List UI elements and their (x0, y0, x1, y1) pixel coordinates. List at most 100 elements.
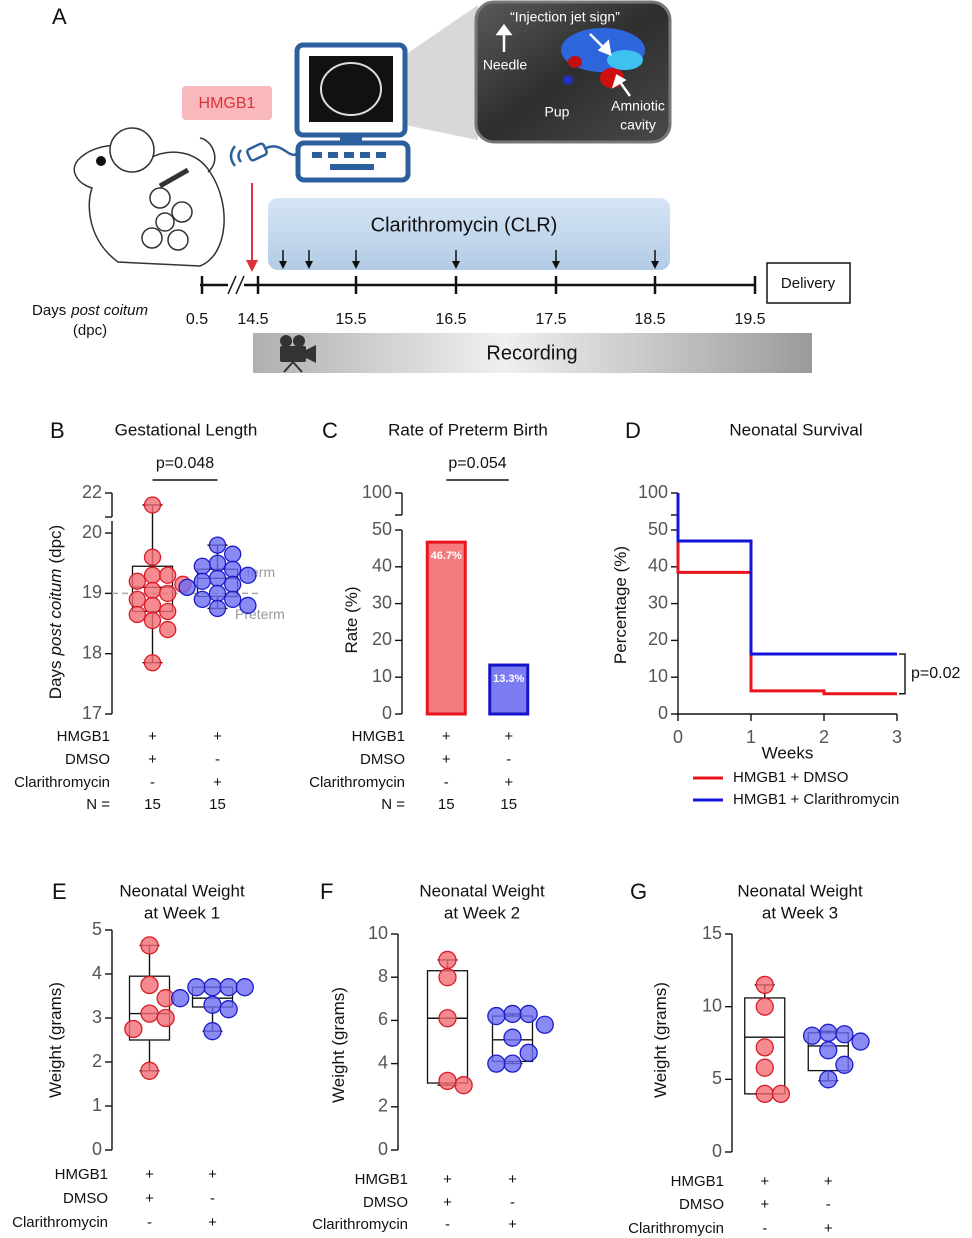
dose-arrowhead (651, 261, 659, 269)
keys (312, 152, 386, 170)
y-tick-label: 22 (82, 482, 102, 502)
row-label: Clarithromycin (309, 774, 405, 791)
y-tick-label: 4 (378, 1052, 388, 1072)
y-axis-label: Weight (grams) (329, 987, 348, 1103)
y-tick-label: 2 (378, 1096, 388, 1116)
row-label: DMSO (65, 751, 110, 768)
data-point (819, 1023, 838, 1042)
row-value: - (150, 774, 155, 791)
data-point (159, 602, 177, 621)
data-point (438, 950, 457, 970)
timeline-label: 15.5 (335, 311, 366, 328)
timeline-label: 16.5 (435, 311, 466, 328)
y-tick-label: 100 (362, 482, 392, 502)
y-tick-label: 19 (82, 582, 102, 602)
row-value: + (148, 751, 157, 768)
y-tick-label: 3 (92, 1007, 102, 1027)
label-part: Days (32, 302, 66, 319)
needle-label: Needle (483, 57, 528, 73)
timeline-label: 0.5 (186, 311, 208, 328)
label-part: Weight (grams) (329, 987, 348, 1103)
row-label: HMGB1 (355, 1171, 408, 1188)
data-point (438, 968, 457, 987)
monitor-stand (340, 135, 362, 143)
pup-label: Pup (545, 104, 570, 120)
timeline-label: 18.5 (634, 311, 665, 328)
treatment-box (268, 198, 670, 270)
row-value: + (145, 1190, 154, 1207)
row-label: Clarithromycin (14, 774, 110, 791)
row-value: + (213, 728, 222, 745)
data-point (140, 975, 159, 995)
data-point (454, 1076, 473, 1095)
y-axis-label: Days post coitum (dpc) (46, 525, 65, 699)
probe (229, 142, 302, 167)
row-value: + (504, 774, 513, 791)
bar (425, 540, 467, 716)
y-tick-label: 1 (92, 1095, 102, 1115)
x-tick-label: 2 (819, 727, 829, 747)
data-point (193, 572, 211, 590)
data-point (159, 566, 177, 584)
row-label: Clarithromycin (628, 1220, 724, 1237)
row-value: - (210, 1190, 215, 1207)
row-label: DMSO (63, 1190, 108, 1207)
row-value: 15 (144, 796, 161, 813)
row-value: + (508, 1171, 517, 1188)
timeline-axis (200, 275, 755, 295)
data-point (519, 1004, 538, 1024)
y-tick-label: 18 (82, 642, 102, 662)
zoom-wedge (405, 5, 478, 140)
row-value: + (442, 751, 451, 768)
panel-letter: B (50, 418, 65, 443)
data-point (755, 1058, 774, 1077)
chart-title: Neonatal Weight (119, 881, 245, 900)
row-value: + (213, 774, 222, 791)
data-point (802, 1026, 822, 1045)
row-label: HMGB1 (57, 728, 110, 745)
data-point (835, 1055, 854, 1074)
y-tick-label: 50 (372, 519, 392, 539)
row-label: Clarithromycin (12, 1214, 108, 1231)
chart-title: at Week 1 (144, 903, 220, 922)
hmgb1-box (182, 86, 272, 120)
amniotic-label: Amniotic (611, 98, 665, 114)
data-point (143, 581, 162, 600)
data-point (755, 1084, 774, 1104)
y-tick-label: 0 (382, 703, 392, 723)
chart-title: at Week 3 (762, 903, 838, 922)
y-tick-label: 5 (712, 1068, 722, 1088)
row-label: N = (86, 796, 110, 813)
row-value: + (443, 1171, 452, 1188)
row-value: - (445, 1216, 450, 1233)
row-value: + (443, 1194, 452, 1211)
data-point (771, 1084, 791, 1104)
y-tick-label: 0 (712, 1141, 722, 1161)
data-point (503, 1004, 522, 1024)
data-point (503, 1028, 522, 1047)
y-tick-label: 50 (648, 519, 668, 539)
row-value: - (147, 1214, 152, 1231)
data-point (203, 995, 222, 1014)
row-label: DMSO (679, 1196, 724, 1213)
panel-letter: E (52, 879, 67, 904)
mouse-eye (96, 156, 106, 166)
data-point (819, 1070, 838, 1089)
panel-letter: D (625, 418, 641, 443)
y-tick-label: 20 (648, 629, 668, 649)
survival-line (676, 493, 897, 696)
row-value: + (760, 1173, 769, 1190)
row-value: + (148, 728, 157, 745)
row-value: + (208, 1166, 217, 1183)
label-part: Weight (grams) (46, 982, 65, 1098)
label-part: (dpc) (73, 322, 107, 339)
y-axis-label: Rate (%) (342, 586, 361, 653)
data-point (128, 605, 146, 624)
row-value: 15 (500, 796, 517, 813)
p-value: p=0.048 (156, 455, 214, 472)
data-point (128, 590, 146, 609)
p-value: p=0.02 (911, 665, 960, 682)
panel-letter: F (320, 879, 333, 904)
timeline-axis-label: (dpc) (73, 322, 107, 339)
